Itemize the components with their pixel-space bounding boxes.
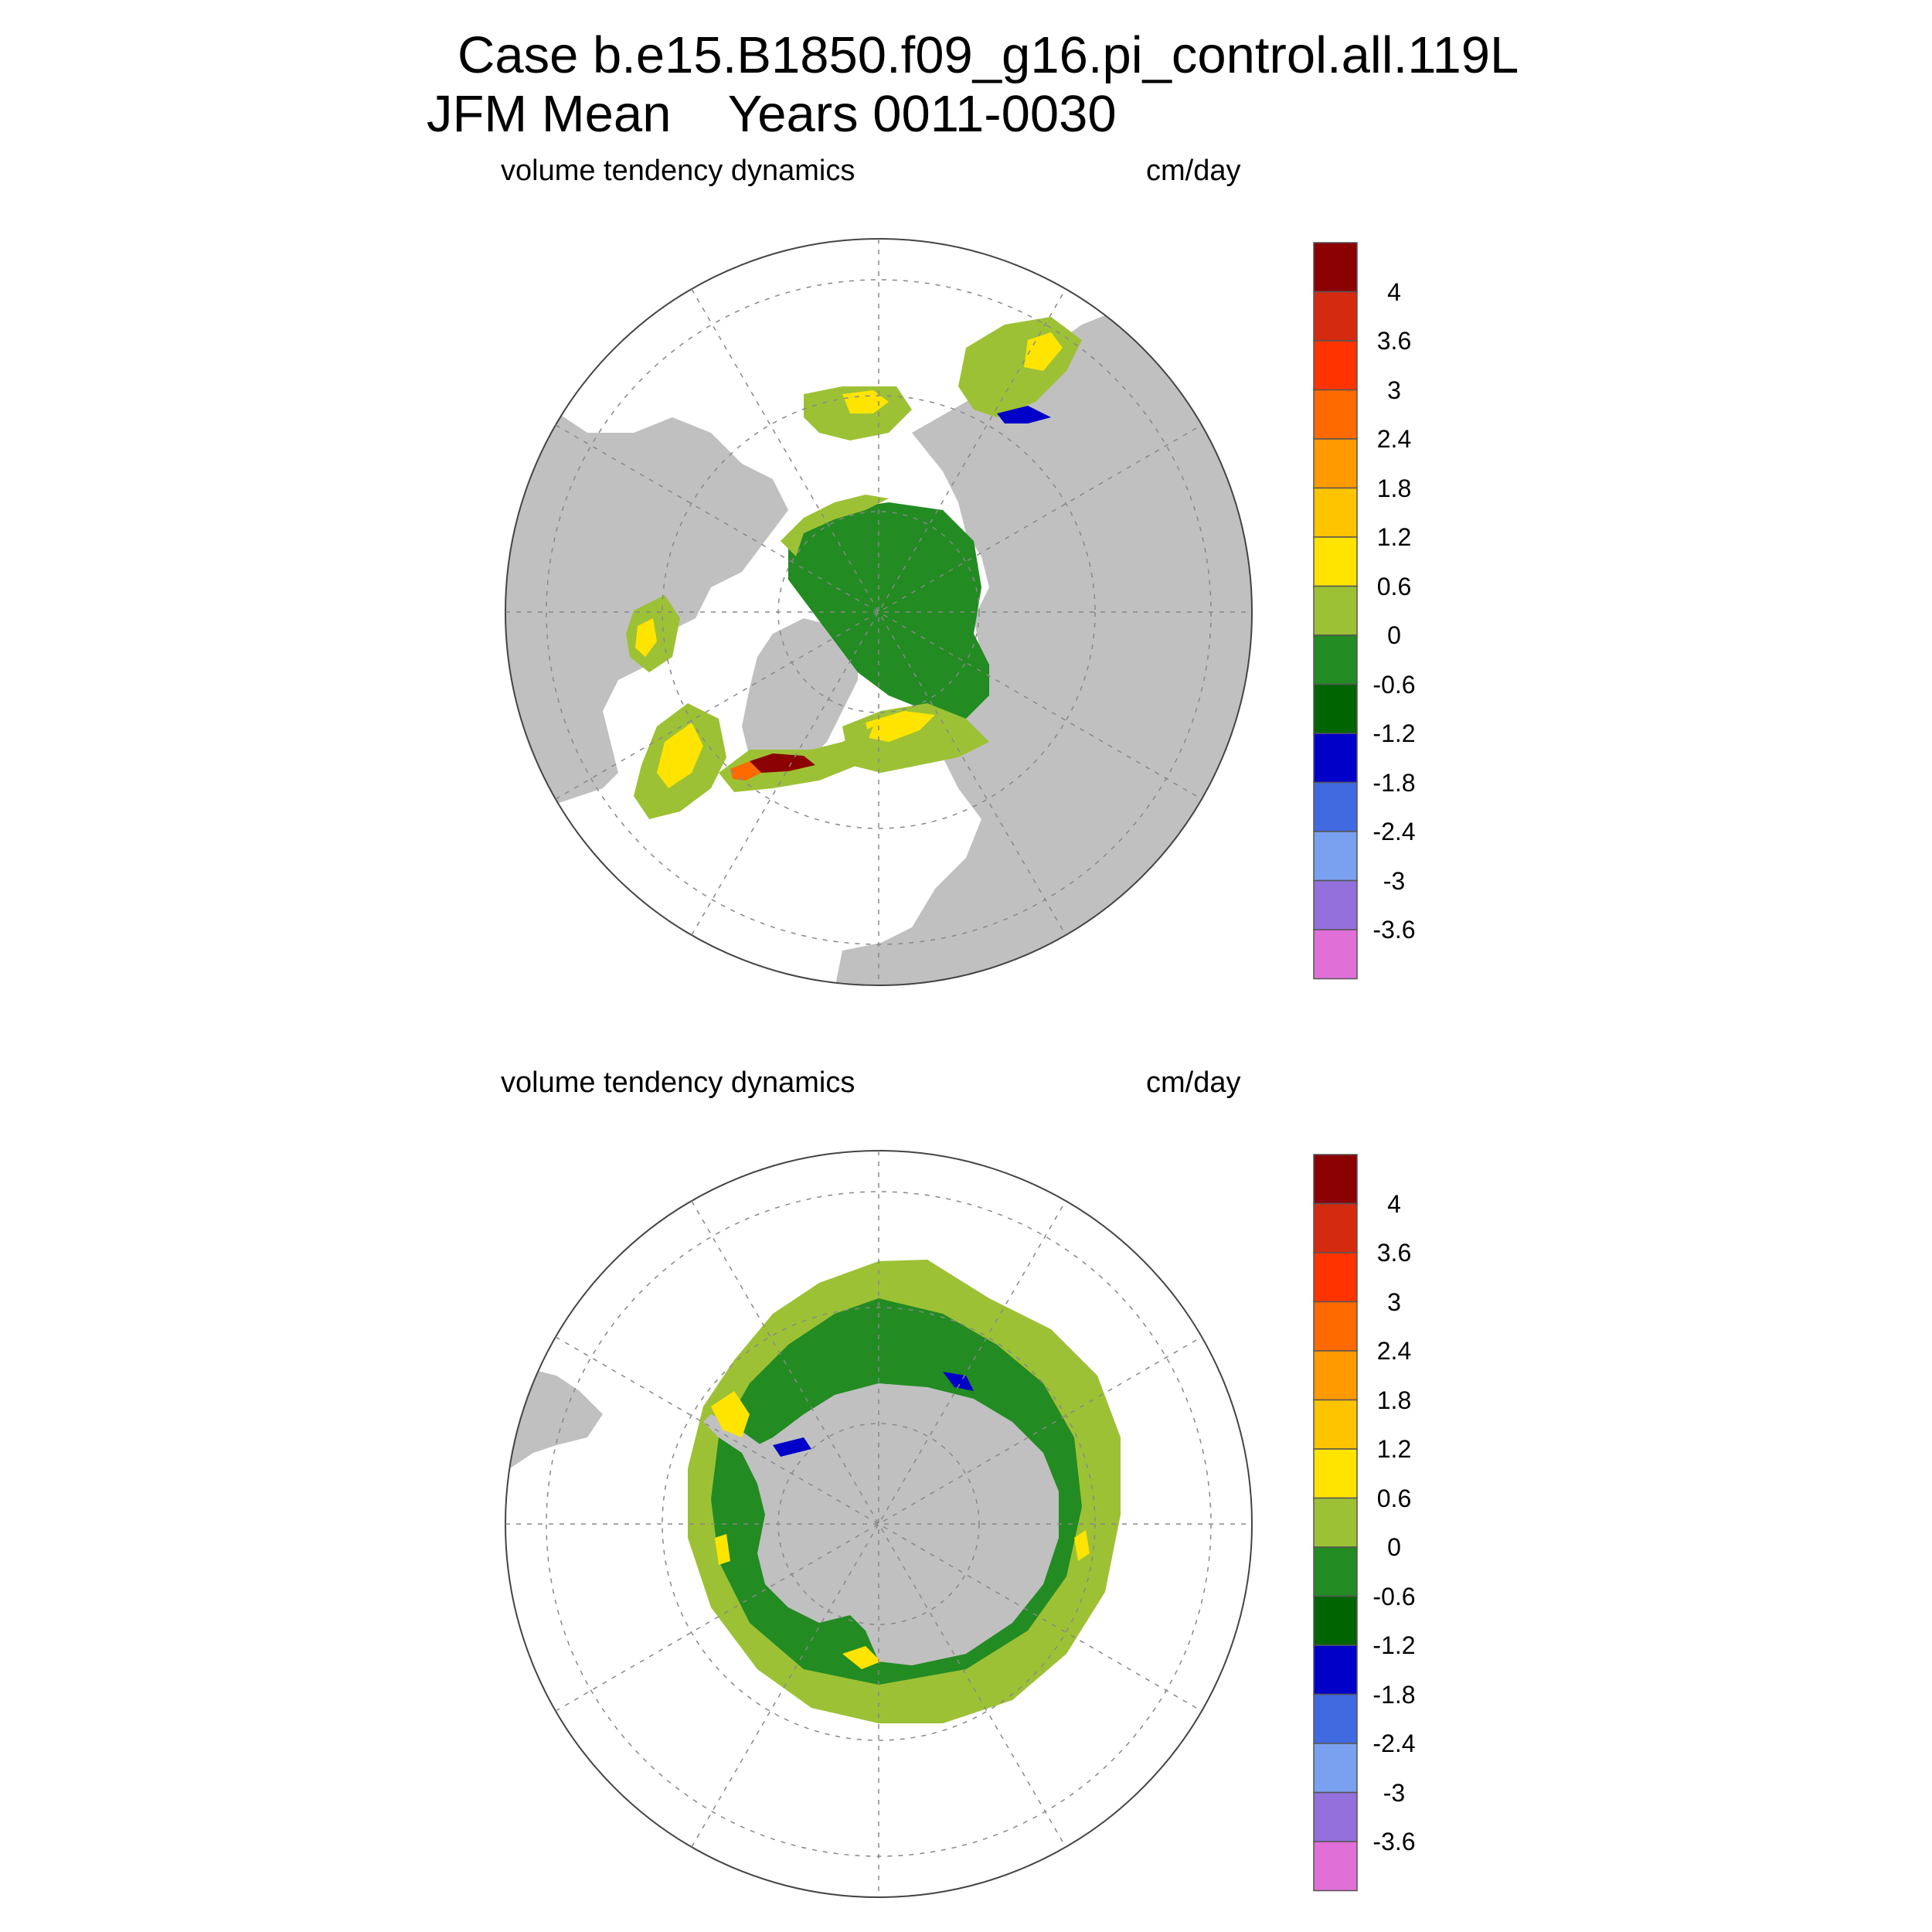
north-colorbar-tick-label: 1.8 [1376, 474, 1412, 502]
north-colorbar-box [1313, 536, 1358, 587]
north-colorbar-tick-label: -3 [1383, 866, 1406, 895]
south-colorbar-tick-label: 0 [1387, 1533, 1401, 1561]
north-colorbar-box [1313, 487, 1358, 538]
south-colorbar-tick-label: -1.8 [1372, 1680, 1416, 1709]
south-colorbar-tick-label: 3 [1387, 1287, 1401, 1316]
south-colorbar-box [1313, 1399, 1358, 1450]
north-colorbar-tick-label: -1.8 [1372, 768, 1416, 797]
south-colorbar-tick-label: 3.6 [1376, 1239, 1412, 1267]
south-panel-units-label: cm/day [1146, 1066, 1241, 1099]
south-colorbar-box [1313, 1448, 1358, 1499]
south-colorbar-box [1313, 1645, 1358, 1696]
south-ice-west-yellow [715, 1534, 730, 1565]
north-polar-map [505, 238, 1253, 986]
north-panel-units-label: cm/day [1146, 155, 1241, 187]
north-ice-okhotsk-yellow [1024, 332, 1063, 371]
north-ice-okhotsk-blue [997, 406, 1051, 423]
north-colorbar-box [1313, 879, 1358, 930]
south-colorbar-tick-label: 4 [1387, 1189, 1401, 1218]
south-colorbar-box [1313, 1202, 1358, 1253]
north-ice-hudson-yellow [635, 618, 657, 657]
north-colorbar-tick-label: 0.6 [1376, 572, 1412, 600]
north-colorbar-tick-label: 2.4 [1376, 425, 1412, 453]
south-colorbar-tick-label: 2.4 [1376, 1337, 1412, 1365]
south-ice-weddell-yellow [711, 1391, 750, 1437]
north-colorbar-box [1313, 634, 1358, 685]
south-colorbar-tick-label: -2.4 [1372, 1730, 1416, 1757]
north-colorbar-box [1313, 929, 1358, 980]
south-colorbar-box [1313, 1252, 1358, 1303]
north-ice-fringe [781, 495, 889, 556]
south-colorbar-box [1313, 1595, 1358, 1646]
south-polar-map [505, 1150, 1253, 1898]
south-colorbar-box [1313, 1693, 1358, 1744]
south-colorbar [1313, 1154, 1358, 1892]
south-colorbar-box [1313, 1546, 1358, 1597]
north-graticule [505, 239, 1252, 985]
north-colorbar-box [1313, 389, 1358, 440]
north-colorbar-tick-label: -3.6 [1372, 916, 1416, 944]
north-ice-barents-yellow [866, 711, 935, 742]
north-colorbar-tick-label: 0 [1387, 621, 1401, 649]
south-colorbar-tick-label: 0.6 [1376, 1484, 1412, 1512]
figure-title-period: JFM Mean Years 0011-0030 [427, 85, 1117, 143]
south-colorbar-box [1313, 1841, 1358, 1892]
south-land-antarctica [742, 1383, 1059, 1665]
north-colorbar-tick-label: -2.4 [1372, 818, 1416, 845]
north-ice-main [788, 502, 989, 719]
south-colorbar-box [1313, 1791, 1358, 1842]
south-ice-blue-b [773, 1437, 811, 1457]
north-colorbar-tick-label: 3 [1387, 376, 1401, 404]
north-colorbar-box [1313, 438, 1358, 489]
north-colorbar-box [1313, 291, 1358, 342]
north-colorbar-tick-label: 3.6 [1376, 327, 1412, 355]
north-colorbar [1313, 242, 1358, 980]
south-ice-blue-a [943, 1372, 974, 1391]
south-ice-ross-yellow [842, 1646, 881, 1669]
north-colorbar-tick-label: -1.2 [1372, 719, 1416, 747]
south-graticule [505, 1151, 1252, 1897]
north-colorbar-box [1313, 242, 1358, 293]
north-ice-greenland-red [750, 753, 815, 773]
south-colorbar-tick-label: 1.2 [1376, 1435, 1412, 1463]
south-colorbar-tick-label: -1.2 [1372, 1631, 1416, 1659]
south-colorbar-tick-label: -0.6 [1372, 1582, 1416, 1611]
north-colorbar-box [1313, 733, 1358, 784]
south-colorbar-tick-label: 1.8 [1376, 1386, 1412, 1414]
south-ice-east-yellow [1074, 1530, 1090, 1561]
north-ice-greenland-orange [730, 761, 761, 781]
north-colorbar-tick-label: 4 [1387, 277, 1401, 306]
south-colorbar-tick-label: -3 [1383, 1778, 1406, 1807]
north-ice-labrador-yellow [657, 723, 703, 788]
north-colorbar-tick-label: -0.6 [1372, 670, 1416, 699]
south-colorbar-box [1313, 1350, 1358, 1401]
north-colorbar-box [1313, 585, 1358, 636]
south-colorbar-box [1313, 1743, 1358, 1794]
south-colorbar-tick-label: -3.6 [1372, 1828, 1416, 1855]
figure-title-case: Case b.e15.B1850.f09_g16.pi_control.all.… [457, 26, 1519, 84]
north-panel-variable-label: volume tendency dynamics [501, 155, 855, 187]
north-colorbar-tick-label: 1.2 [1376, 523, 1412, 551]
south-colorbar-box [1313, 1497, 1358, 1548]
south-panel-variable-label: volume tendency dynamics [501, 1066, 855, 1099]
north-land-greenland [742, 618, 858, 773]
